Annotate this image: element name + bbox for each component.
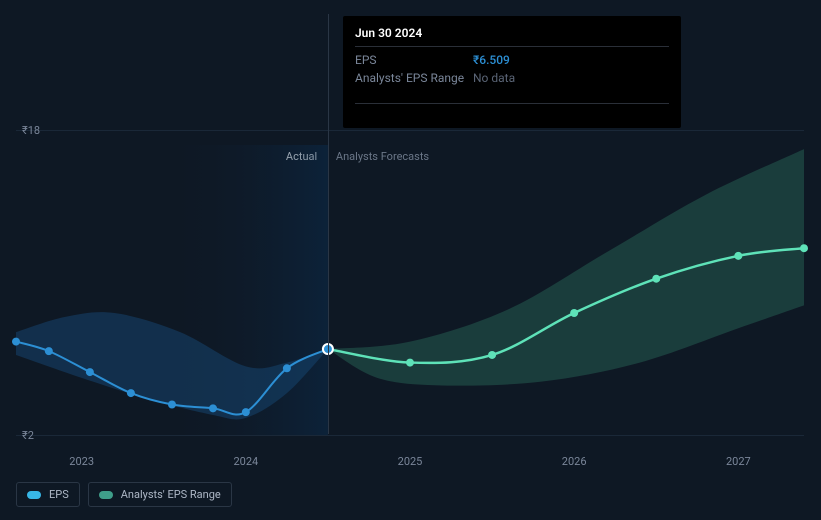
tooltip-row-range: Analysts' EPS Range No data xyxy=(355,71,669,85)
eps-forecast-marker xyxy=(734,252,742,260)
x-tick-label: 2027 xyxy=(726,455,751,468)
tooltip-label: Analysts' EPS Range xyxy=(355,71,473,85)
legend-label: Analysts' EPS Range xyxy=(121,488,221,501)
eps-chart: Jun 30 2024 EPS ₹6.509 Analysts' EPS Ran… xyxy=(0,0,821,520)
eps-forecast-marker xyxy=(800,244,808,252)
legend-eps-range[interactable]: Analysts' EPS Range xyxy=(88,482,232,507)
x-tick-label: 2023 xyxy=(69,455,94,468)
eps-actual-marker xyxy=(168,401,176,409)
legend: EPS Analysts' EPS Range xyxy=(16,482,232,507)
eps-actual-marker xyxy=(242,408,250,416)
tooltip-label: EPS xyxy=(355,53,473,67)
tooltip-date: Jun 30 2024 xyxy=(355,26,669,47)
eps-actual-marker xyxy=(86,368,94,376)
eps-actual-marker xyxy=(127,389,135,397)
eps-forecast-marker xyxy=(570,309,578,317)
eps-forecast-marker xyxy=(488,351,496,359)
legend-swatch-icon xyxy=(99,491,113,499)
chart-tooltip: Jun 30 2024 EPS ₹6.509 Analysts' EPS Ran… xyxy=(343,16,681,128)
eps-forecast-marker xyxy=(652,275,660,283)
hover-vertical-line xyxy=(328,14,329,434)
legend-swatch-icon xyxy=(27,491,41,499)
x-tick-label: 2024 xyxy=(233,455,258,468)
legend-label: EPS xyxy=(49,488,69,501)
eps-actual-marker xyxy=(12,338,20,346)
tooltip-value: No data xyxy=(473,71,515,85)
tooltip-divider xyxy=(355,103,669,104)
x-tick-label: 2026 xyxy=(562,455,587,468)
legend-eps[interactable]: EPS xyxy=(16,482,80,507)
eps-actual-marker xyxy=(283,364,291,372)
forecast-range-area xyxy=(328,149,804,386)
tooltip-value: ₹6.509 xyxy=(473,53,510,67)
tooltip-row-eps: EPS ₹6.509 xyxy=(355,53,669,67)
x-tick-label: 2025 xyxy=(398,455,423,468)
eps-actual-marker xyxy=(209,404,217,412)
eps-forecast-marker xyxy=(406,359,414,367)
eps-actual-marker xyxy=(45,347,53,355)
